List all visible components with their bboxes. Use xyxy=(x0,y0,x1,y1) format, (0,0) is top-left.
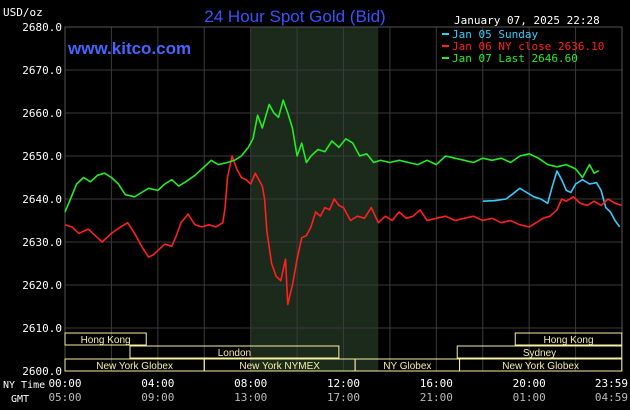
x-tick-gmt: 21:00 xyxy=(420,391,453,404)
y-tick-label: 2600.0 xyxy=(22,365,62,378)
session-label: Hong Kong xyxy=(81,335,131,346)
y-tick-label: 2650.0 xyxy=(22,150,62,163)
session-bar xyxy=(459,358,623,372)
legend-label: Jan 07 Last 2646.60 xyxy=(452,52,578,65)
legend-label: Jan 05 Sunday xyxy=(452,28,538,41)
chart-title: 24 Hour Spot Gold (Bid) xyxy=(204,7,385,26)
session-bar xyxy=(129,345,340,359)
session-label: New York Globex xyxy=(502,361,579,372)
session-bar xyxy=(64,332,147,346)
x-tick-gmt: 09:00 xyxy=(141,391,174,404)
x-tick-gmt: 05:00 xyxy=(48,391,81,404)
ny-time-label: NY Time xyxy=(3,380,45,391)
y-tick-label: 2680.0 xyxy=(22,21,62,34)
y-tick-label: 2660.0 xyxy=(22,107,62,120)
session-label: New York NYMEX xyxy=(239,361,320,372)
series-lines xyxy=(64,99,623,306)
y-tick-label: 2630.0 xyxy=(22,236,62,249)
x-tick-ny: 16:00 xyxy=(420,377,453,390)
y-tick-label: 2620.0 xyxy=(22,279,62,292)
y-tick-label: 2610.0 xyxy=(22,322,62,335)
legend-label: Jan 06 NY close 2636.10 xyxy=(452,40,604,53)
grid-lines xyxy=(64,26,623,372)
x-tick-ny: 20:00 xyxy=(513,377,546,390)
x-tick-gmt: 01:00 xyxy=(513,391,546,404)
session-label: NY Globex xyxy=(383,361,431,372)
x-tick-gmt: 17:00 xyxy=(327,391,360,404)
series-line xyxy=(64,155,623,306)
x-tick-ny: 08:00 xyxy=(234,377,267,390)
unit-label: USD/oz xyxy=(3,6,43,19)
session-bars: Hong Kong Hong Kong London Sydney New York G… xyxy=(64,332,623,372)
x-tick-ny: 04:00 xyxy=(141,377,174,390)
gmt-label: GMT xyxy=(11,394,29,405)
session-label: London xyxy=(218,348,251,359)
y-tick-label: 2640.0 xyxy=(22,193,62,206)
session-bar xyxy=(514,332,623,346)
series-line xyxy=(482,170,621,228)
x-tick-ny: 00:00 xyxy=(48,377,81,390)
x-tick-gmt: 04:59 xyxy=(595,391,628,404)
x-tick-gmt: 13:00 xyxy=(234,391,267,404)
session-bar xyxy=(456,345,623,359)
series-line xyxy=(64,99,600,213)
y-tick-label: 2670.0 xyxy=(22,64,62,77)
session-label: New York Globex xyxy=(96,361,173,372)
y-axis-ticks: 2600.0 2610.0 2620.0 2630.0 2640.0 2650.0 2660… xyxy=(22,21,62,378)
x-tick-ny: 23:59 xyxy=(595,377,628,390)
site-url[interactable]: www.kitco.com xyxy=(67,39,191,58)
session-label: Sydney xyxy=(523,348,556,359)
session-label: Hong Kong xyxy=(543,335,593,346)
x-tick-ny: 12:00 xyxy=(327,377,360,390)
timestamp: January 07, 2025 22:28 xyxy=(454,14,600,27)
